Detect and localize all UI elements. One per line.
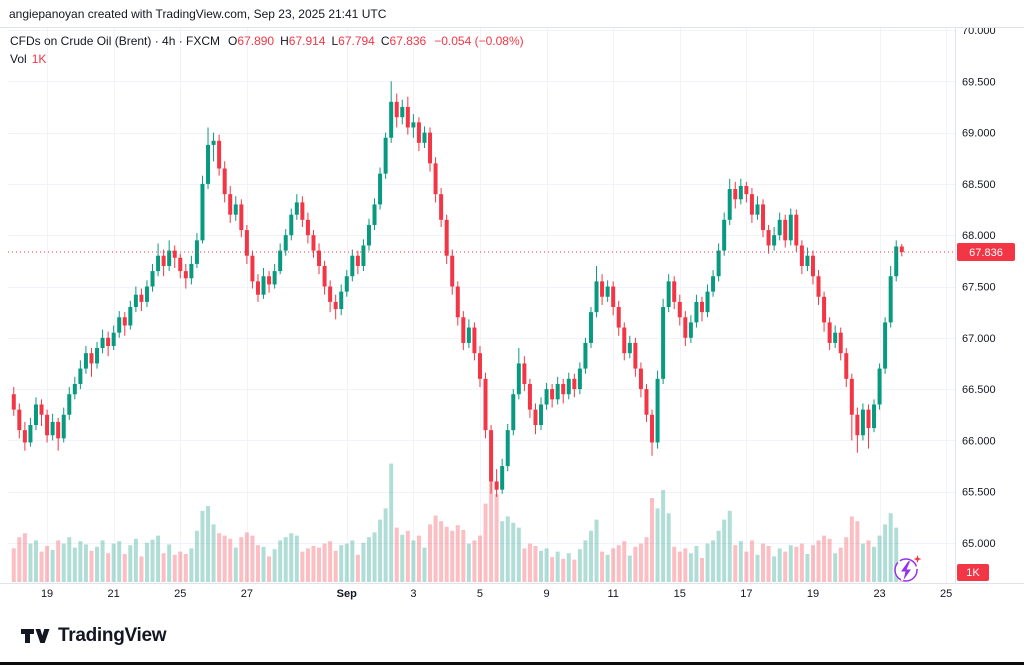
attribution-text: angiepanoyan created with TradingView.co… xyxy=(9,6,387,21)
change-value: −0.054 (−0.08%) xyxy=(434,34,524,48)
svg-text:69.500: 69.500 xyxy=(962,76,996,88)
svg-text:19: 19 xyxy=(41,588,53,600)
svg-text:17: 17 xyxy=(740,588,752,600)
open-label: O xyxy=(228,34,238,48)
svg-text:67.836: 67.836 xyxy=(969,247,1003,259)
price-chart[interactable]: 70.000 69.500 69.000 68.500 68.000 67.500 67.0… xyxy=(0,0,1024,610)
svg-text:25: 25 xyxy=(940,588,952,600)
close-label: C xyxy=(380,34,390,48)
svg-text:5: 5 xyxy=(477,588,483,600)
svg-text:3: 3 xyxy=(410,588,416,600)
svg-text:68.500: 68.500 xyxy=(962,179,996,191)
svg-text:66.500: 66.500 xyxy=(962,384,996,396)
bottom-border xyxy=(0,662,1024,665)
svg-text:19: 19 xyxy=(807,588,819,600)
symbol-title: CFDs on Crude Oil (Brent) · 4h · FXCM xyxy=(10,34,221,48)
low-value: 67.794 xyxy=(338,34,375,48)
svg-text:68.000: 68.000 xyxy=(962,230,996,242)
svg-text:27: 27 xyxy=(241,588,253,600)
legend-volume-row: Vol 1K xyxy=(10,51,524,68)
close-value: 67.836 xyxy=(389,34,427,48)
svg-text:9: 9 xyxy=(544,588,550,600)
svg-text:1K: 1K xyxy=(966,567,980,579)
tradingview-wordmark[interactable]: TradingView xyxy=(58,625,167,646)
svg-text:11: 11 xyxy=(607,588,618,600)
volume-label: Vol xyxy=(10,52,27,66)
volume-layer xyxy=(11,463,904,582)
svg-text:Sep: Sep xyxy=(337,588,357,600)
svg-text:67.500: 67.500 xyxy=(962,282,996,294)
tradingview-logo-icon[interactable] xyxy=(20,624,50,648)
legend-symbol-row: CFDs on Crude Oil (Brent) · 4h · FXCM O67… xyxy=(10,33,524,50)
last-price-badge: 67.836 xyxy=(957,243,1015,262)
svg-text:65.000: 65.000 xyxy=(962,538,996,550)
svg-text:65.500: 65.500 xyxy=(962,487,996,499)
svg-text:67.000: 67.000 xyxy=(962,333,996,345)
svg-text:69.000: 69.000 xyxy=(962,128,996,140)
svg-text:15: 15 xyxy=(674,588,686,600)
svg-text:25: 25 xyxy=(174,588,186,600)
attribution-bar: angiepanoyan created with TradingView.co… xyxy=(0,0,1024,28)
chart-legend: CFDs on Crude Oil (Brent) · 4h · FXCM O67… xyxy=(10,33,524,68)
svg-text:21: 21 xyxy=(108,588,120,600)
price-axis-labels: 70.000 69.500 69.000 68.500 68.000 67.500 67.0… xyxy=(962,25,996,550)
open-value: 67.890 xyxy=(237,34,275,48)
flash-icon xyxy=(894,555,922,582)
volume-value: 1K xyxy=(31,52,47,66)
svg-text:23: 23 xyxy=(873,588,885,600)
footer-bar: TradingView xyxy=(0,610,1024,662)
volume-badge: 1K xyxy=(957,564,989,581)
high-label: H xyxy=(280,34,289,48)
candles-layer xyxy=(11,81,904,497)
low-label: L xyxy=(331,34,339,48)
high-value: 67.914 xyxy=(288,34,326,48)
axis-separators xyxy=(0,0,1024,584)
time-axis-labels: 19 21 25 27 Sep 3 5 9 11 15 17 19 23 25 xyxy=(41,588,952,600)
gridlines xyxy=(8,28,955,583)
svg-text:70.000: 70.000 xyxy=(962,25,996,37)
svg-text:66.000: 66.000 xyxy=(962,435,996,447)
